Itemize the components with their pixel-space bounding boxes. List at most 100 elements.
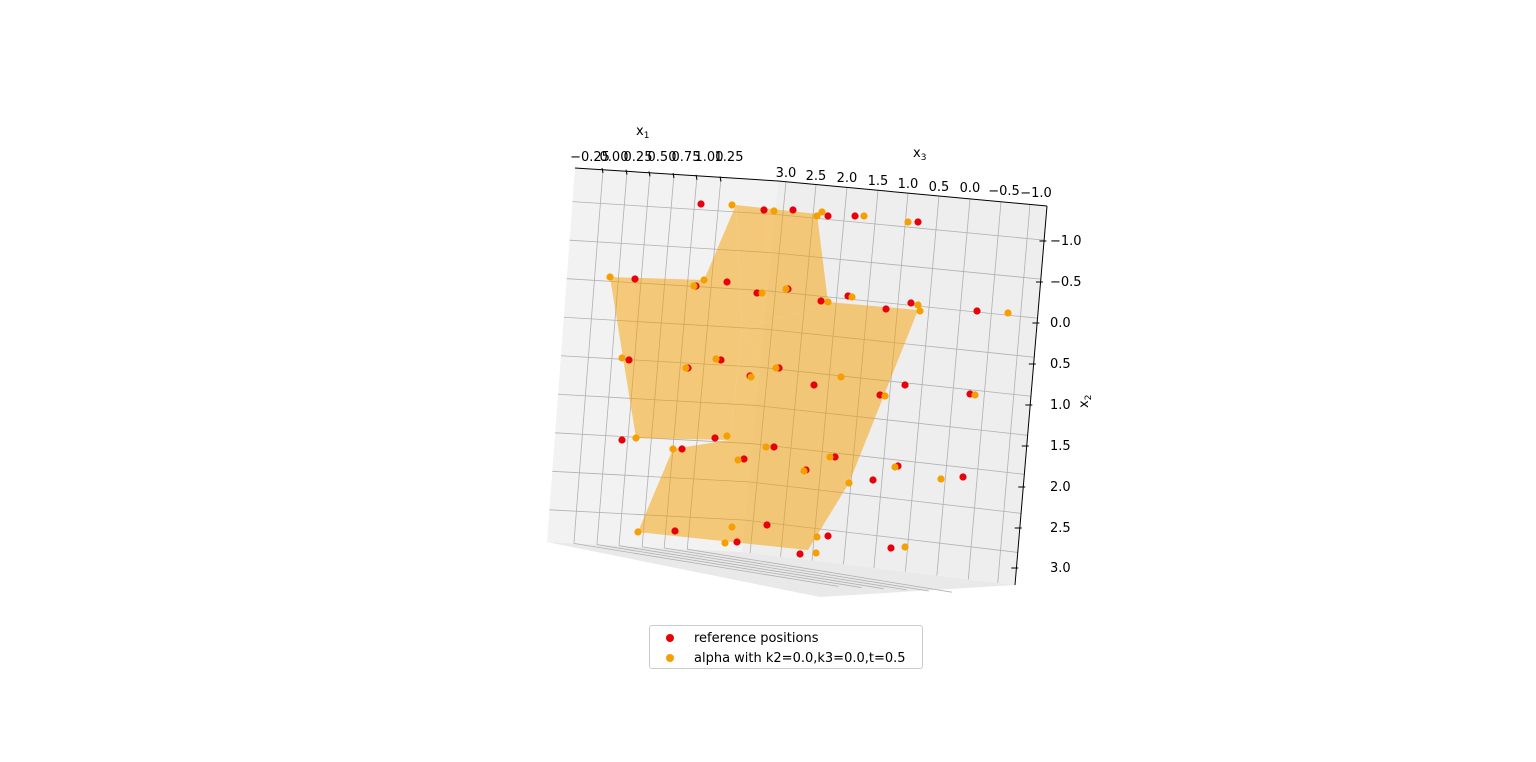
legend-item-alpha: alpha with k2=0.0,k3=0.0,t=0.5 xyxy=(650,648,906,668)
surface-star xyxy=(610,205,918,550)
surface-patch-top xyxy=(736,205,828,330)
point-alpha-26 xyxy=(723,432,731,440)
point-alpha-32 xyxy=(845,479,853,487)
grid-x1-1 xyxy=(596,171,628,545)
grid-x3-8 xyxy=(997,204,1031,583)
point-reference-15 xyxy=(973,307,981,315)
surface-patch-right xyxy=(742,302,918,483)
tick-label-x2: 0.5 xyxy=(1050,357,1071,372)
tick-label-x2: −0.5 xyxy=(1050,275,1082,290)
point-reference-1 xyxy=(760,206,768,214)
tick-label-x3: 1.5 xyxy=(868,174,889,189)
tick-label-x2: 0.0 xyxy=(1050,316,1071,331)
point-alpha-16 xyxy=(618,354,626,362)
axis-x1-line xyxy=(574,167,779,182)
tick-label-x3: 3.0 xyxy=(776,166,797,181)
legend: reference positions alpha with k2=0.0,k3… xyxy=(649,625,923,669)
point-reference-35 xyxy=(671,527,679,535)
grid-x1-0 xyxy=(573,169,604,544)
point-alpha-31 xyxy=(891,463,899,471)
point-alpha-38 xyxy=(812,549,820,557)
tick-mark-x1 xyxy=(672,173,675,179)
point-alpha-30 xyxy=(826,453,834,461)
legend-marker-reference xyxy=(666,634,674,642)
point-reference-27 xyxy=(711,434,719,442)
tick-label-x3: 0.0 xyxy=(960,181,981,196)
point-alpha-21 xyxy=(837,373,845,381)
point-reference-2 xyxy=(789,206,797,214)
point-alpha-34 xyxy=(634,528,642,536)
grid-x3-4 xyxy=(873,193,909,568)
point-alpha-2 xyxy=(818,208,826,216)
tick-label-x1: −0.25 xyxy=(570,150,610,165)
tick-mark-x1 xyxy=(625,169,628,175)
grid-x3-7 xyxy=(967,201,1002,580)
tick-label-x1: 1.25 xyxy=(715,150,744,165)
point-alpha-5 xyxy=(904,218,912,226)
point-reference-26 xyxy=(678,445,686,453)
tick-label-x3: −1.0 xyxy=(1020,186,1052,201)
point-reference-34 xyxy=(959,473,967,481)
point-reference-21 xyxy=(810,381,818,389)
grid-x3-6 xyxy=(936,198,971,576)
tick-label-x1: 0.75 xyxy=(672,150,701,165)
point-reference-3 xyxy=(824,212,832,220)
point-alpha-0 xyxy=(728,201,736,209)
tick-label-x1: 0.25 xyxy=(624,150,653,165)
point-reference-25 xyxy=(618,436,626,444)
point-reference-32 xyxy=(869,476,877,484)
point-alpha-27 xyxy=(734,456,742,464)
point-reference-29 xyxy=(770,443,778,451)
tick-mark-x1 xyxy=(648,171,651,177)
point-reference-14 xyxy=(907,299,915,307)
point-reference-6 xyxy=(631,275,639,283)
point-alpha-35 xyxy=(721,539,729,547)
legend-label-alpha: alpha with k2=0.0,k3=0.0,t=0.5 xyxy=(694,650,906,666)
tick-label-x3: −0.5 xyxy=(988,184,1020,199)
grid-floor-0 xyxy=(573,542,839,587)
point-alpha-19 xyxy=(747,373,755,381)
tick-label-x2: 1.5 xyxy=(1050,439,1071,454)
point-reference-37 xyxy=(763,521,771,529)
tick-label-x2: 3.0 xyxy=(1050,561,1071,576)
point-alpha-36 xyxy=(728,523,736,531)
x1-axis-label: x1 xyxy=(636,124,649,141)
point-alpha-23 xyxy=(971,391,979,399)
point-alpha-11 xyxy=(824,298,832,306)
grid-x3-5 xyxy=(904,195,940,572)
point-reference-39 xyxy=(824,532,832,540)
point-alpha-14 xyxy=(914,301,922,309)
legend-marker-alpha xyxy=(666,654,674,662)
point-reference-0 xyxy=(697,200,705,208)
point-alpha-13 xyxy=(916,307,924,315)
axis-x2-line xyxy=(1014,205,1048,586)
point-alpha-17 xyxy=(682,364,690,372)
point-reference-8 xyxy=(723,278,731,286)
tick-labels: −0.250.000.250.500.751.001.25 3.0 2.5 2.0 1.… xyxy=(570,150,1082,576)
legend-item-reference: reference positions xyxy=(650,628,818,648)
point-alpha-1 xyxy=(770,207,778,215)
point-alpha-20 xyxy=(772,364,780,372)
surface-patch-center xyxy=(638,330,849,550)
point-reference-9 xyxy=(753,289,761,297)
tick-label-x2: 2.5 xyxy=(1050,521,1071,536)
grid-floor-5 xyxy=(687,548,952,593)
tick-mark-x1 xyxy=(601,167,604,174)
axis-x3-line xyxy=(777,180,1048,207)
point-alpha-12 xyxy=(848,293,856,301)
scatter-points xyxy=(606,200,1012,558)
point-alpha-15 xyxy=(1004,309,1012,317)
grid-floor-3 xyxy=(642,546,907,591)
point-reference-11 xyxy=(817,297,825,305)
surface-patch-left xyxy=(610,205,742,440)
grid-floor-4 xyxy=(664,547,929,592)
point-reference-28 xyxy=(740,455,748,463)
point-reference-16 xyxy=(625,356,633,364)
tick-mark-x1 xyxy=(719,176,722,182)
tick-label-x1: 0.50 xyxy=(648,150,677,165)
point-reference-31 xyxy=(831,453,839,461)
point-reference-36 xyxy=(733,538,741,546)
point-alpha-18 xyxy=(712,355,720,363)
point-alpha-29 xyxy=(800,467,808,475)
point-reference-38 xyxy=(796,550,804,558)
